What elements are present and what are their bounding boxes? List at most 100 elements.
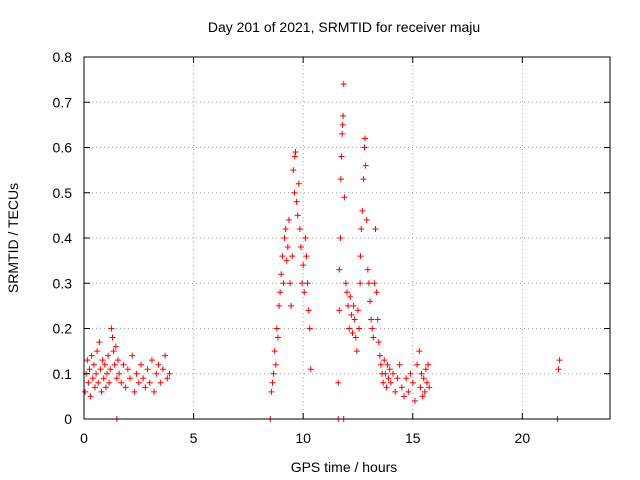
data-point [131, 388, 138, 395]
data-point [364, 266, 371, 273]
data-point [348, 311, 355, 318]
data-point [369, 325, 376, 332]
data-point [272, 361, 279, 368]
data-point [102, 384, 109, 391]
data-point [398, 384, 405, 391]
data-point [287, 280, 294, 287]
data-point [373, 289, 380, 296]
data-point [118, 379, 125, 386]
data-point [113, 375, 120, 382]
data-point [418, 370, 425, 377]
data-point [344, 289, 350, 296]
data-point [124, 366, 131, 373]
data-point [99, 357, 106, 364]
data-point [305, 307, 312, 314]
data-point [162, 352, 169, 359]
data-point [82, 388, 89, 395]
data-point [387, 379, 394, 386]
data-point [159, 366, 166, 373]
data-point [281, 235, 288, 241]
data-point [372, 225, 379, 232]
data-point [293, 198, 300, 205]
data-point [85, 379, 92, 386]
x-tick-label: 20 [515, 430, 531, 446]
data-point [142, 384, 149, 391]
y-axis-title: SRMTID / TECUs [5, 183, 21, 293]
data-point [405, 388, 412, 395]
data-point [340, 81, 347, 88]
data-point [300, 262, 307, 269]
grid-lines [84, 57, 610, 419]
data-point [87, 393, 94, 400]
data-point [271, 348, 278, 355]
data-point [426, 384, 433, 391]
data-point [137, 361, 144, 368]
data-point [151, 388, 158, 395]
data-point [356, 325, 363, 332]
data-point [555, 366, 562, 373]
data-point [350, 302, 357, 309]
data-point [106, 379, 113, 386]
data-point [155, 361, 162, 368]
data-point [289, 253, 296, 260]
data-point [385, 375, 392, 382]
data-point [359, 207, 366, 214]
data-point [362, 162, 369, 169]
data-point [285, 216, 292, 223]
data-point [122, 384, 129, 391]
data-point [416, 348, 423, 355]
data-point [111, 361, 118, 368]
data-point [295, 180, 302, 187]
data-point [422, 366, 429, 373]
data-point [114, 357, 121, 364]
data-point [307, 366, 314, 373]
data-point [420, 375, 427, 382]
data-point [421, 388, 428, 395]
data-point [336, 266, 343, 273]
data-point [370, 334, 377, 341]
chart-title: Day 201 of 2021, SRMTID for receiver maj… [208, 19, 480, 35]
data-point [409, 379, 416, 386]
x-tick-label: 10 [295, 430, 311, 446]
data-point [297, 244, 304, 251]
data-point [269, 379, 276, 386]
data-point [157, 379, 164, 386]
y-tick-label: 0.2 [53, 321, 73, 337]
data-point [339, 130, 346, 137]
data-point [107, 366, 114, 373]
data-point [304, 280, 311, 287]
data-point [100, 375, 107, 382]
data-point [419, 393, 426, 400]
y-tick-label: 0.7 [53, 94, 73, 110]
data-point [144, 366, 151, 373]
data-point [105, 352, 112, 359]
data-point [284, 244, 291, 251]
data-point [86, 366, 93, 373]
data-point [380, 379, 387, 386]
data-point [556, 357, 563, 364]
data-point [425, 361, 432, 368]
data-point [374, 316, 381, 323]
data-point [396, 361, 403, 368]
data-point [278, 271, 285, 278]
data-point [280, 280, 287, 287]
data-point [164, 375, 171, 382]
data-point [291, 153, 298, 160]
axis-ticks: 0 0.1 0.2 0.3 0.4 0.5 0.6 0.7 0.8 0 5 10 15 20 [53, 49, 610, 446]
x-tick-label: 5 [190, 430, 198, 446]
data-point [384, 361, 391, 368]
data-point [101, 361, 108, 368]
data-point [146, 379, 153, 386]
data-point [407, 370, 414, 377]
data-point [283, 257, 290, 264]
data-point [358, 225, 365, 232]
data-point [353, 348, 360, 355]
y-tick-label: 0.8 [53, 49, 73, 65]
data-point [351, 316, 358, 323]
data-point [116, 370, 123, 377]
data-point [97, 366, 104, 373]
data-point [93, 370, 100, 377]
data-point [96, 339, 103, 346]
data-point [273, 325, 280, 332]
